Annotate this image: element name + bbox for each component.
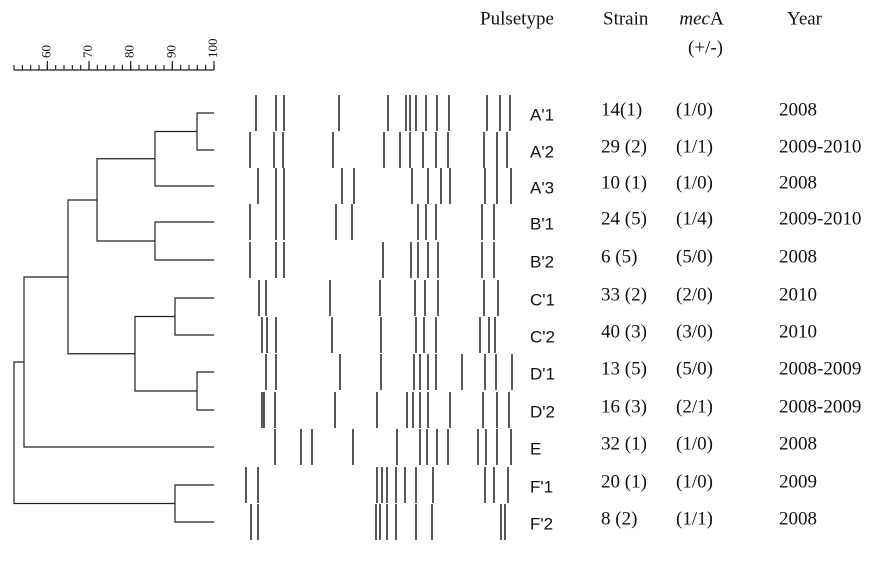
strain: 13 (5) [601,358,647,379]
strain: 40 (3) [601,321,647,342]
pfge-figure: Pulsetype Strain mec A (+/-) Year 60 70 80… [0,0,888,573]
meca: (1/0) [676,172,713,193]
strain: 16 (3) [601,396,647,417]
scale-tick-label: 70 [80,45,95,58]
meca: (3/0) [676,321,713,342]
branch [155,113,214,186]
pulsetype: E [530,439,541,458]
year: 2008 [779,246,817,267]
dendrogram [14,113,214,522]
year: 2008 [779,508,817,529]
year: 2009-2010 [779,208,861,229]
branch [14,362,175,504]
meca: (1/0) [676,99,713,120]
strain: 20 (1) [601,471,647,492]
year: 2008 [779,99,817,120]
pulsetype: A'2 [530,142,554,161]
meca: (5/0) [676,358,713,379]
header-mec: mec [679,8,710,29]
strain: 32 (1) [601,433,647,454]
meca: (1/0) [676,433,713,454]
header-year: Year [787,8,823,29]
scale-tick-label: 80 [122,45,137,58]
strain: 14(1) [601,99,642,120]
meca: (1/4) [676,208,713,229]
pulsetype: D'1 [530,364,555,383]
pulsetype: A'1 [530,105,554,124]
strain: 8 (2) [601,508,637,529]
scale-tick-label: 90 [163,45,178,58]
pulsetype: B'1 [530,214,554,233]
pulsetype: D'2 [530,402,555,421]
branch [197,372,214,410]
pulsetype: F'1 [530,477,553,496]
year: 2009 [779,471,817,492]
pulsetype: C'2 [530,327,555,346]
year: 2010 [779,321,817,342]
pulsetype: C'1 [530,290,555,309]
year: 2010 [779,284,817,305]
strain: 6 (5) [601,246,637,267]
year: 2008 [779,433,817,454]
pulsetype: A'3 [530,178,554,197]
branch [24,277,214,447]
scale-tick-label: 100 [205,39,220,59]
strain: 29 (2) [601,136,647,157]
year: 2008-2009 [779,358,861,379]
meca: (2/0) [676,284,713,305]
branch [97,159,155,241]
header-pulsetype: Pulsetype [480,8,554,29]
meca: (2/1) [676,396,713,417]
strain: 33 (2) [601,284,647,305]
strain: 10 (1) [601,172,647,193]
branch [175,485,214,522]
header-strain: Strain [603,8,649,29]
meca: (1/0) [676,471,713,492]
pulsetype: F'2 [530,514,553,533]
branch [135,317,197,392]
meca: (5/0) [676,246,713,267]
scale-tick-label: 60 [38,45,53,58]
meca: (1/1) [676,508,713,529]
year: 2008-2009 [779,396,861,417]
header-mec-gene: A [710,8,724,29]
year: 2009-2010 [779,136,861,157]
strain: 24 (5) [601,208,647,229]
header-mec-sign: (+/-) [688,37,723,58]
pulsetype: B'2 [530,252,554,271]
year: 2008 [779,172,817,193]
branch [68,200,135,354]
branch [155,222,214,260]
meca: (1/1) [676,136,713,157]
branch [175,298,214,335]
